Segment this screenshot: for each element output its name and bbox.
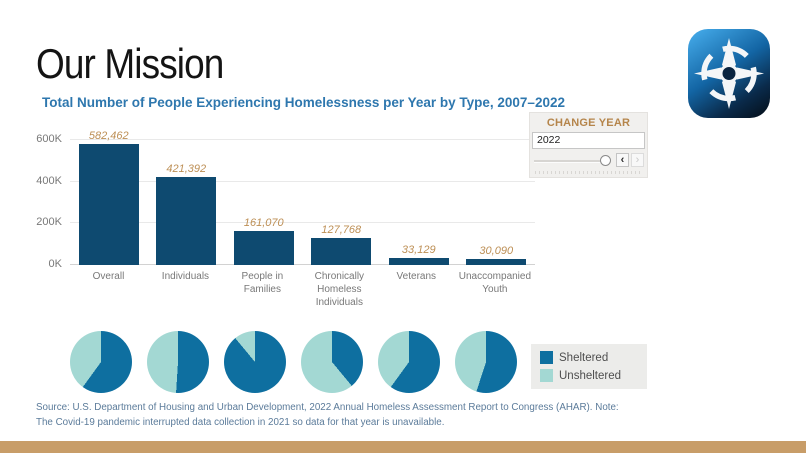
- x-axis-labels: Overall Individuals People in Families Chro…: [70, 270, 535, 309]
- legend-item[interactable]: Unsheltered: [540, 369, 638, 382]
- change-year-header: CHANGE YEAR: [546, 117, 631, 129]
- pie-cell: [370, 331, 447, 393]
- y-tick-label: 600K: [36, 133, 62, 145]
- bar-column: 582,462: [70, 130, 148, 265]
- year-slider-ticks: [535, 171, 642, 174]
- bar-value-label: 30,090: [479, 245, 514, 257]
- pie-cell: [62, 331, 139, 393]
- legend: Sheltered Unsheltered: [531, 344, 647, 389]
- source-note: Source: U.S. Department of Housing and U…: [36, 402, 619, 429]
- year-slider-thumb[interactable]: [600, 155, 611, 166]
- y-axis: 0K 200K 400K 600K: [36, 133, 70, 270]
- bar-column: 33,129: [380, 140, 458, 265]
- legend-swatch: [540, 369, 553, 382]
- bar-value-label: 582,462: [88, 130, 129, 142]
- gridline: [70, 264, 535, 265]
- bar[interactable]: [78, 144, 139, 265]
- x-axis-label: People in Families: [241, 271, 284, 295]
- bar-column: 421,392: [148, 140, 226, 265]
- x-axis-label: Unaccompanied Youth: [458, 271, 532, 295]
- pie-cell: [216, 331, 293, 393]
- gridline: [70, 139, 535, 140]
- pie-chart[interactable]: [377, 331, 440, 393]
- pie-cell: [447, 331, 524, 393]
- bar-value-label: 127,768: [321, 224, 362, 236]
- year-prev-button[interactable]: ‹: [616, 153, 629, 167]
- x-axis-label: Individuals: [161, 271, 210, 282]
- bar[interactable]: [388, 258, 449, 265]
- pie-cell: [293, 331, 370, 393]
- gridline: [70, 180, 535, 182]
- bar[interactable]: [156, 177, 217, 265]
- pie-row: [62, 331, 524, 393]
- x-axis-label: Veterans: [396, 271, 437, 282]
- y-tick-label: 400K: [36, 174, 62, 187]
- bar-value-label: 421,392: [166, 163, 207, 175]
- plot-area: 582,462 421,392 161,070 127,768 33,129 30,090: [70, 130, 536, 265]
- legend-label: Unsheltered: [559, 369, 622, 382]
- bar-column: 127,768: [303, 140, 381, 265]
- bar-value-label: 33,129: [401, 244, 436, 256]
- x-axis-label: Overall: [92, 271, 125, 282]
- bar[interactable]: [466, 259, 527, 265]
- compass-icon: [687, 28, 771, 119]
- bar[interactable]: [233, 231, 294, 265]
- pie-chart[interactable]: [300, 331, 363, 393]
- legend-label: Sheltered: [559, 351, 609, 364]
- year-input[interactable]: 2022: [532, 132, 645, 149]
- pie-chart[interactable]: [454, 331, 517, 393]
- gridline: [70, 222, 535, 224]
- year-next-button[interactable]: ›: [631, 153, 644, 167]
- legend-item[interactable]: Sheltered: [540, 351, 638, 364]
- bar-value-label: 161,070: [243, 217, 284, 229]
- pie-chart[interactable]: [146, 331, 209, 393]
- bar-column: 30,090: [458, 140, 536, 265]
- year-slider-track[interactable]: [534, 160, 608, 163]
- legend-swatch: [540, 351, 553, 364]
- y-tick-label: 0K: [48, 258, 62, 270]
- bar[interactable]: [311, 238, 372, 265]
- bar-column: 161,070: [225, 140, 303, 265]
- bar-chart: 0K 200K 400K 600K 582,462 421,392 161,070 127,…: [36, 130, 536, 270]
- pie-chart[interactable]: [69, 331, 132, 393]
- change-year-panel: CHANGE YEAR 2022 ‹ ›: [529, 112, 648, 178]
- pie-chart[interactable]: [223, 331, 286, 393]
- pie-cell: [139, 331, 216, 393]
- y-tick-label: 200K: [36, 216, 62, 229]
- footer-accent-bar: [0, 441, 806, 453]
- page-title: Our Mission: [36, 40, 224, 87]
- chart-title: Total Number of People Experiencing Home…: [42, 95, 565, 110]
- x-axis-label: Chronically Homeless Individuals: [314, 271, 365, 308]
- year-slider: ‹ ›: [532, 152, 645, 169]
- bar-columns: 582,462 421,392 161,070 127,768 33,129 30,090: [70, 130, 536, 265]
